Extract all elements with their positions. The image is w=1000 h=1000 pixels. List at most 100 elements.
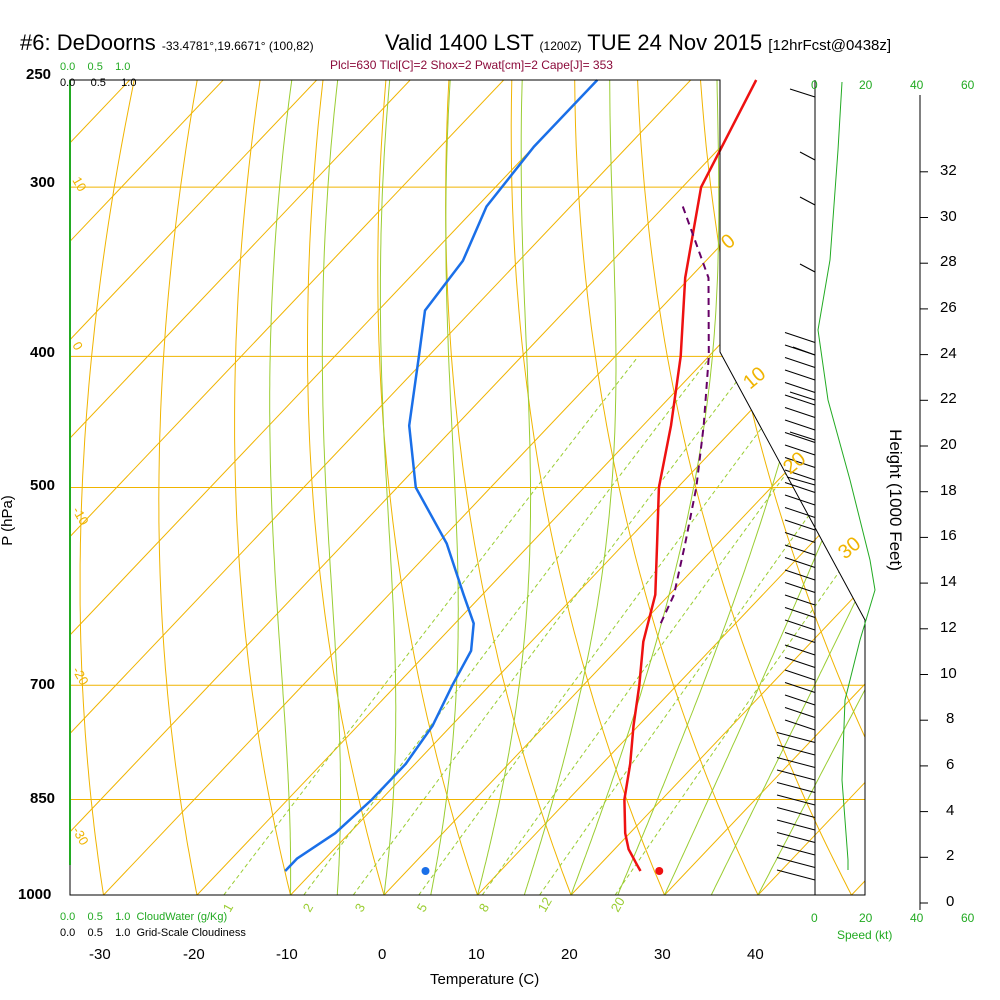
isotherm-line <box>70 80 247 895</box>
cloud-scale-top-black: 0.0 0.5 1.0 <box>60 77 137 89</box>
wind-barb <box>784 707 816 718</box>
wind-barb <box>784 557 816 568</box>
profile-layer <box>284 79 758 876</box>
parcel-profile <box>659 206 710 624</box>
wind-barb <box>776 782 816 793</box>
height-tick-label: 24 <box>940 344 957 362</box>
dry-adiabat-line <box>636 80 865 895</box>
moist-adiabat-line <box>430 80 459 895</box>
mixing-ratio-label: 20 <box>608 894 628 914</box>
height-tick-label: 0 <box>946 893 955 910</box>
height-tick-label: 10 <box>940 664 957 682</box>
speed-label: Speed (kt) <box>837 928 893 942</box>
height-tick-label: 28 <box>940 253 957 271</box>
wind-barb <box>784 594 816 606</box>
wind-barb <box>784 582 816 593</box>
wind-barb <box>776 844 816 856</box>
height-tick-label: 20 <box>940 436 957 453</box>
x-axis-label: Temperature (C) <box>430 971 540 988</box>
isotherm-label: 0 <box>69 339 86 353</box>
cloud-scale-bottom-green: 0.0 0.5 1.0 CloudWater (g/Kg) <box>60 911 228 923</box>
isotherm-label: -10 <box>69 504 91 528</box>
height-tick-label: 2 <box>946 847 955 865</box>
height-tick-label: 22 <box>940 390 957 408</box>
speed-tick-top: 0 <box>811 78 818 92</box>
valid-label: Valid 1400 LST <box>385 30 534 55</box>
height-tick-label: 26 <box>940 298 957 316</box>
temperature-profile <box>623 79 758 872</box>
dry-adiabat-line <box>79 80 140 895</box>
wind-barb <box>784 669 816 681</box>
surface-temp-dot <box>655 867 664 876</box>
isotherm-line <box>75 80 865 895</box>
speed-tick-bottom: 40 <box>910 911 924 925</box>
pressure-tick: 300 <box>30 174 56 191</box>
dry-adiabat-line <box>234 80 299 895</box>
wind-barbs <box>776 88 816 881</box>
temp-tick: 10 <box>468 946 485 963</box>
speed-tick-top: 20 <box>859 78 873 92</box>
y-axis-label: P (hPa) <box>0 495 16 546</box>
wind-barb <box>792 346 816 356</box>
forecast-label: [12hrFcst@0438z] <box>768 37 892 54</box>
dry-adiabat-line <box>377 80 488 895</box>
height-tick-label: 30 <box>940 207 957 225</box>
wind-barb <box>784 432 816 443</box>
isotherm-line <box>823 80 865 895</box>
wind-barb <box>784 532 816 543</box>
wind-barb <box>784 657 816 668</box>
indices-line: Plcl=630 Tlcl[C]=2 Shox=2 Pwat[cm]=2 Cap… <box>330 58 613 72</box>
isotherm-line <box>70 80 621 895</box>
wind-barb <box>784 394 816 406</box>
isotherm-line <box>70 80 527 895</box>
mixing-ratio-line <box>303 355 712 895</box>
mixing-ratio-line <box>481 356 865 895</box>
temp-tick: -30 <box>89 946 111 963</box>
isotherm-line <box>70 80 434 895</box>
moist-adiabat-line <box>664 80 865 895</box>
wind-barb <box>784 419 816 431</box>
pressure-tick: 850 <box>30 790 56 807</box>
station-title: #6: DeDoorns -33.4781°,19.6671° (100,82) <box>20 30 314 56</box>
dry-adiabat-line <box>158 80 204 895</box>
frame-layer <box>69 79 928 910</box>
isotherm-line <box>356 80 865 895</box>
wind-barb <box>784 544 816 556</box>
wind-barb <box>784 382 816 393</box>
moist-adiabat-line <box>617 80 845 895</box>
wind-barb <box>789 431 816 441</box>
temp-tick: 20 <box>561 946 578 963</box>
mixing-ratio-line <box>223 355 639 895</box>
temp-tick: 0 <box>378 946 387 963</box>
pressure-tick: 250 <box>26 66 52 83</box>
wind-speed-profile <box>817 81 876 870</box>
pressure-tick: 500 <box>30 477 56 494</box>
wind-barb <box>784 644 816 656</box>
wind-barb <box>776 869 816 881</box>
isotherm-line <box>449 80 865 895</box>
moist-adiabat-line <box>477 80 532 895</box>
wind-barb <box>784 494 816 506</box>
cloudwater-label: CloudWater (g/Kg) <box>136 911 228 923</box>
wind-barb <box>784 457 816 468</box>
speed-tick-bottom: 60 <box>961 911 975 925</box>
wind-barb <box>776 807 816 818</box>
temp-tick: -20 <box>183 946 205 963</box>
speed-tick-top: 40 <box>910 78 924 92</box>
wind-barb <box>784 407 816 418</box>
height-tick-label: 8 <box>946 710 955 728</box>
wind-barb <box>799 151 816 161</box>
wind-barb <box>784 607 816 618</box>
wind-barb <box>799 263 816 273</box>
mixing-ratio-label: 2 <box>300 901 317 915</box>
mixing-ratio-label: 8 <box>476 901 493 915</box>
wind-barb <box>784 332 816 343</box>
dry-adiabat-line <box>822 80 865 895</box>
grid-layer <box>70 80 865 895</box>
isotherm-line <box>636 80 865 895</box>
isotherm-label: -20 <box>69 664 91 688</box>
plot-frame <box>69 79 866 896</box>
dewpoint-profile <box>284 79 599 872</box>
height-tick-label: 6 <box>946 755 955 773</box>
temp-tick: -10 <box>276 946 298 963</box>
